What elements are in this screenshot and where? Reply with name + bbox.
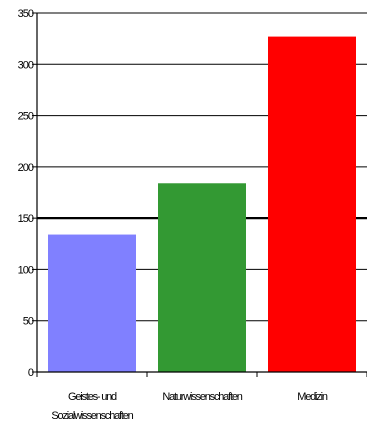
y-tick-label: 250: [18, 111, 34, 123]
x-category-label: Medizin: [297, 391, 328, 403]
x-category-label: Naturwissenschaften: [162, 391, 242, 403]
bar: [48, 234, 136, 372]
bar: [268, 36, 356, 372]
y-tick-label: 350: [18, 8, 34, 20]
y-tick-label: 50: [23, 316, 34, 328]
x-category-label: Geistes- und Sozialwissenschaften: [51, 391, 133, 422]
bars: [48, 36, 356, 372]
y-tick-label: 200: [18, 162, 34, 174]
labels: 0 50 100 150 200 250 300 350 Geistes- und Sozialw…: [18, 8, 329, 422]
axes: [32, 12, 367, 377]
y-tick-label: 150: [18, 213, 34, 225]
bar: [158, 183, 246, 372]
y-tick-label: 100: [18, 264, 34, 276]
y-tick-label: 300: [18, 59, 34, 71]
y-tick-label: 0: [28, 367, 34, 379]
